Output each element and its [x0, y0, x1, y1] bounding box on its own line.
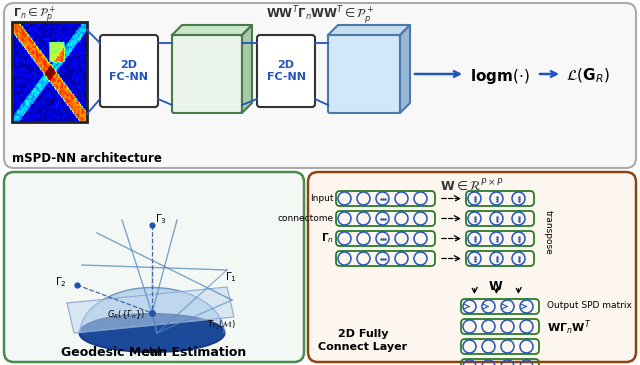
Polygon shape: [172, 25, 252, 35]
Text: transpose: transpose: [543, 210, 552, 254]
Polygon shape: [400, 25, 410, 113]
Polygon shape: [67, 287, 234, 333]
FancyBboxPatch shape: [257, 35, 315, 107]
Text: $\mathbf{\Gamma}_n \in \mathcal{P}_p^+$: $\mathbf{\Gamma}_n \in \mathcal{P}_p^+$: [13, 4, 56, 25]
Text: 2D Fully: 2D Fully: [338, 329, 388, 339]
Text: $\mathbf{logm}(\cdot)$: $\mathbf{logm}(\cdot)$: [470, 66, 530, 85]
Text: $\Gamma_2$: $\Gamma_2$: [55, 275, 67, 289]
Text: mSPD-NN architecture: mSPD-NN architecture: [12, 151, 162, 165]
Text: connectome: connectome: [278, 214, 334, 223]
Text: $\mathbf{W}$: $\mathbf{W}$: [488, 280, 504, 292]
FancyBboxPatch shape: [4, 172, 304, 362]
Text: $\mathbf{W}\mathbf{W}^T\mathbf{\Gamma}_n\mathbf{W}\mathbf{W}^T \in \mathcal{P}_p: $\mathbf{W}\mathbf{W}^T\mathbf{\Gamma}_n…: [266, 4, 374, 26]
Text: Geodesic Mean Estimation: Geodesic Mean Estimation: [61, 346, 246, 358]
Text: Output SPD matrix: Output SPD matrix: [547, 301, 632, 311]
Text: $T_{\Gamma_1}(\mathcal{M})$: $T_{\Gamma_1}(\mathcal{M})$: [207, 318, 236, 331]
Text: $\mathcal{L}(\mathbf{G}_R)$: $\mathcal{L}(\mathbf{G}_R)$: [566, 67, 610, 85]
Text: 2D
FC-NN: 2D FC-NN: [109, 60, 148, 82]
Text: $\mathbf{W}\mathbf{\Gamma}_n\mathbf{W}^T$: $\mathbf{W}\mathbf{\Gamma}_n\mathbf{W}^T…: [547, 319, 591, 337]
FancyBboxPatch shape: [4, 3, 636, 168]
Text: Connect Layer: Connect Layer: [319, 342, 408, 352]
Ellipse shape: [79, 314, 225, 352]
Text: $\Gamma_1$: $\Gamma_1$: [225, 270, 237, 284]
Text: 2D
FC-NN: 2D FC-NN: [266, 60, 305, 82]
FancyBboxPatch shape: [328, 35, 400, 113]
Text: $\mathbf{W} \in \mathcal{R}^{P\times P}$: $\mathbf{W} \in \mathcal{R}^{P\times P}$: [440, 178, 504, 194]
FancyBboxPatch shape: [308, 172, 636, 362]
Polygon shape: [328, 25, 410, 35]
Bar: [12, 22, 87, 122]
FancyBboxPatch shape: [100, 35, 158, 107]
Text: $\mathcal{M}$: $\mathcal{M}$: [144, 344, 162, 358]
Polygon shape: [242, 25, 252, 113]
Text: $\Gamma_3$: $\Gamma_3$: [155, 212, 167, 226]
FancyBboxPatch shape: [172, 35, 242, 113]
Text: $G_R(\{\Gamma_n\})$: $G_R(\{\Gamma_n\})$: [107, 308, 145, 321]
Text: $\mathbf{\Gamma}_n$: $\mathbf{\Gamma}_n$: [321, 232, 334, 245]
Text: Input: Input: [310, 194, 334, 203]
